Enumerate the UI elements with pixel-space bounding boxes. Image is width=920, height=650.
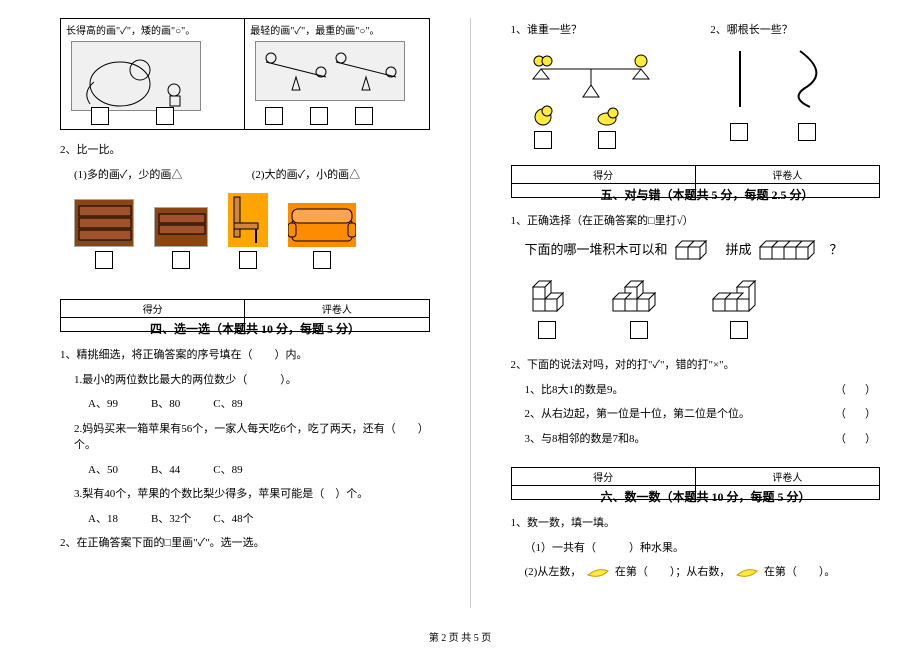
q6-1-2: (2)从左数， 在第（ ）；从右数， 在第（ ）。 — [511, 564, 881, 581]
duck-icon — [595, 103, 619, 127]
q4-1-3-opts: A、18 B、32个 C、48个 — [60, 511, 430, 528]
banana-icon — [584, 565, 612, 579]
r-q1a: 1、谁重一些？ — [511, 22, 681, 39]
seesaw-image — [255, 41, 405, 101]
q5-2-3: 3、与8相邻的数是7和8。（ ） — [511, 431, 881, 448]
page-footer: 第 2 页 共 5 页 — [0, 629, 920, 644]
q4-2: 2、在正确答案下面的□里画"✓"。选一选。 — [60, 535, 430, 552]
q2-1: (1)多的画✓，少的画△ — [60, 167, 252, 184]
q2: 2、比一比。 — [60, 142, 430, 159]
q4-1-1: 1.最小的两位数比最大的两位数少（ ）。 — [60, 372, 430, 389]
q4-1: 1、精挑细选，将正确答案的序号填在（ ）内。 — [60, 347, 430, 364]
q4-1-1-opts: A、99 B、80 C、89 — [60, 396, 430, 413]
cube-b-icon — [756, 237, 826, 263]
q5-2-2: 2、从右边起，第一位是十位，第二位是个位。（ ） — [511, 406, 881, 423]
section4-title: 四、选一选（本题共 10 分，每题 5 分） — [60, 320, 430, 337]
comparison-box: 长得高的画"✓"，矮的画"○"。 最轻的画"✓"，最重的画"○"。 — [60, 18, 430, 130]
q5-1: 1、正确选择（在正确答案的□里打√） — [511, 213, 881, 230]
section5-title: 五、对与错（本题共 5 分，每题 2.5 分） — [511, 186, 881, 203]
cubes-opt1 — [525, 277, 569, 317]
banana-icon-2 — [733, 565, 761, 579]
q2-2: (2)大的画✓，小的画△ — [252, 167, 430, 184]
q6-1: 1、数一数，填一填。 — [511, 515, 881, 532]
cubes-opt2 — [609, 277, 669, 317]
section6-title: 六、数一数（本题共 10 分，每题 5 分） — [511, 488, 881, 505]
q4-1-2: 2.妈妈买来一箱苹果有56个，一家人每天吃6个，吃了两天，还有（ ）个。 — [60, 421, 430, 454]
cube-a-icon — [672, 237, 722, 263]
q4-1-3: 3.梨有40个，苹果的个数比梨少得多，苹果可能是（ ）个。 — [60, 486, 430, 503]
balance-image — [511, 43, 681, 103]
cubes-opt3 — [709, 277, 769, 317]
q6-1-1: （1）一共有（ ）种水果。 — [511, 540, 881, 557]
chick-icon — [531, 103, 555, 127]
q5-1-line: 下面的哪一堆积木可以和 拼成 ？ — [511, 237, 881, 263]
furniture-row — [74, 193, 430, 269]
sofa-image — [288, 203, 356, 247]
q5-2: 2、下面的说法对吗，对的打"✓"，错的打"×"。 — [511, 357, 881, 374]
elephant-mouse-image — [71, 41, 201, 111]
lines-image — [710, 43, 880, 123]
box1-header2: 最轻的画"✓"，最重的画"○"。 — [250, 22, 423, 37]
box1-header1: 长得高的画"✓"，矮的画"○"。 — [66, 22, 239, 37]
chair-image — [228, 193, 268, 247]
bookshelf2-image — [154, 207, 208, 247]
r-q1b: 2、哪根长一些？ — [710, 22, 880, 39]
q4-1-2-opts: A、50 B、44 C、89 — [60, 462, 430, 479]
bookshelf1-image — [74, 199, 134, 247]
q5-2-1: 1、比8大1的数是9。（ ） — [511, 382, 881, 399]
qmark: ？ — [830, 240, 843, 260]
